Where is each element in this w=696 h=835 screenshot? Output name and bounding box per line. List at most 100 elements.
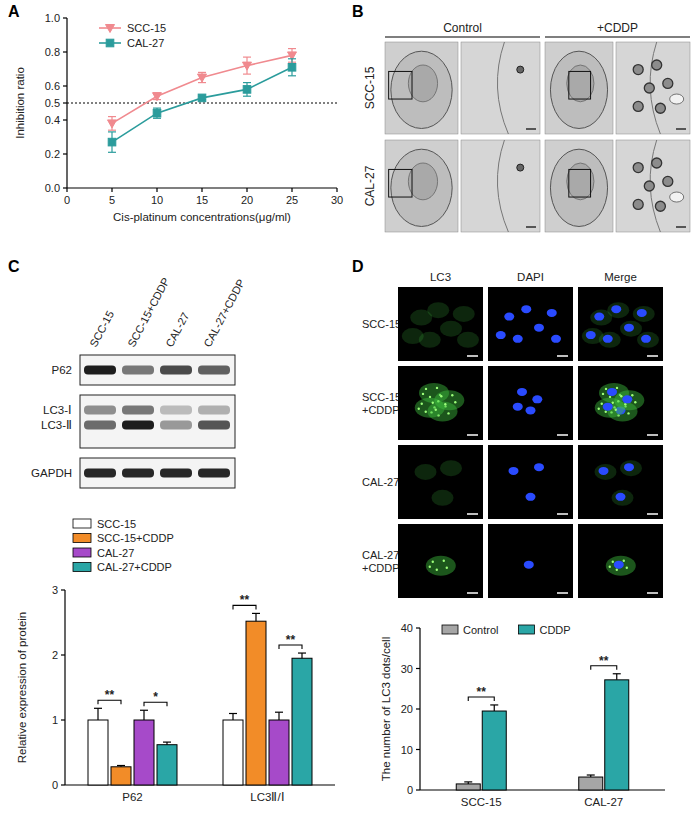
lc3-dot xyxy=(605,388,607,390)
x-tick-label: 5 xyxy=(109,194,115,206)
error-stem xyxy=(255,613,256,621)
y-axis-label: The number of LC3 dots/cell xyxy=(380,637,392,781)
lc3-signal xyxy=(606,556,636,576)
lc3-dot xyxy=(624,403,626,405)
error-bars xyxy=(94,613,306,766)
y-tick xyxy=(63,153,67,154)
lc3-signal xyxy=(637,332,659,348)
row-label: CAL-27 xyxy=(362,476,399,488)
tem-image xyxy=(545,42,613,134)
fluorescence-image xyxy=(578,445,663,519)
vacuole xyxy=(670,192,684,202)
bar xyxy=(456,784,480,790)
error-cap xyxy=(108,116,116,117)
zoom-box xyxy=(569,71,591,99)
dapi-nucleus xyxy=(624,463,634,471)
y-tick-label: 0.6 xyxy=(45,80,60,92)
reference-line xyxy=(67,103,337,104)
tem-nucleus xyxy=(408,65,437,102)
scale-bar xyxy=(557,434,568,436)
error-cap xyxy=(243,56,251,57)
legend-label: SCC-15+CDDP xyxy=(97,532,174,544)
autophagosome xyxy=(652,158,662,168)
y-tick xyxy=(61,784,65,785)
tem-zoom xyxy=(461,140,540,232)
error-cap xyxy=(252,613,260,614)
lc3-signal xyxy=(415,398,445,418)
dapi-nucleus xyxy=(551,335,561,343)
zoom-box xyxy=(389,169,412,197)
blot-band xyxy=(160,421,192,430)
y-tick-label: 30 xyxy=(401,663,413,675)
error-bar xyxy=(153,108,161,118)
scale-bar xyxy=(676,128,686,129)
dapi-nucleus xyxy=(614,561,624,569)
blot-band xyxy=(160,469,192,478)
tem-membrane xyxy=(497,140,508,232)
fluorescence-image xyxy=(398,445,483,519)
band-label: P62 xyxy=(52,364,72,376)
tem-cell xyxy=(391,51,452,128)
autophagosome xyxy=(655,103,665,113)
x-tick xyxy=(336,188,337,192)
tem-cell xyxy=(550,149,607,226)
error-bar xyxy=(613,674,621,680)
autophagosome xyxy=(633,163,643,173)
lc3-dot xyxy=(421,403,423,405)
scale-bar xyxy=(676,226,686,227)
dapi-nucleus xyxy=(509,467,519,475)
blot-band xyxy=(84,421,116,430)
lc3-dot xyxy=(454,401,456,403)
error-cap xyxy=(108,152,116,153)
lc3-dot xyxy=(609,566,611,568)
scale-bar xyxy=(467,434,478,436)
y-tick xyxy=(61,719,65,720)
blot-band xyxy=(122,421,154,430)
legend-swatch xyxy=(442,625,458,634)
legend-swatch xyxy=(73,519,91,528)
dapi-nucleus xyxy=(526,406,536,414)
legend-marker xyxy=(106,39,114,47)
error-bar xyxy=(288,59,296,76)
autophagosome xyxy=(652,60,662,70)
lc3-dot xyxy=(616,387,618,389)
data-point xyxy=(288,52,297,60)
bar xyxy=(605,680,629,790)
blot-band xyxy=(198,406,230,415)
lc3-dot xyxy=(444,403,446,405)
error-cap xyxy=(243,96,251,97)
error-cap xyxy=(243,82,251,83)
tem-cell xyxy=(550,51,607,128)
bar xyxy=(482,711,506,790)
dapi-nucleus xyxy=(616,493,626,501)
error-bar xyxy=(198,72,206,82)
data-point xyxy=(198,74,207,82)
column-label: DAPI xyxy=(517,271,544,283)
column-label: +CDDP xyxy=(597,21,638,35)
plot-area xyxy=(88,621,312,785)
lc3-dot xyxy=(425,388,427,390)
y-tick xyxy=(63,17,67,18)
x-tick xyxy=(201,188,202,192)
bar xyxy=(134,720,154,785)
lc3-dot xyxy=(612,402,614,404)
y-tick-label: 20 xyxy=(401,703,413,715)
series-line xyxy=(112,67,292,142)
data-point xyxy=(198,94,206,102)
error-bar xyxy=(490,705,498,711)
scale-bar xyxy=(647,355,658,357)
blot-band xyxy=(84,366,116,375)
legend-label: CAL-27 xyxy=(97,547,134,559)
bar xyxy=(269,720,289,785)
bar xyxy=(157,745,177,785)
lc3-dot xyxy=(422,393,424,395)
blot-band xyxy=(198,469,230,478)
lc3-dot xyxy=(634,401,636,403)
tem-image xyxy=(385,140,458,232)
error-cap xyxy=(117,765,125,766)
zoom-box xyxy=(389,71,412,99)
lc3-dot xyxy=(451,394,453,396)
column-rule xyxy=(545,36,690,37)
lc3-signal xyxy=(440,321,462,337)
bar xyxy=(88,720,108,785)
